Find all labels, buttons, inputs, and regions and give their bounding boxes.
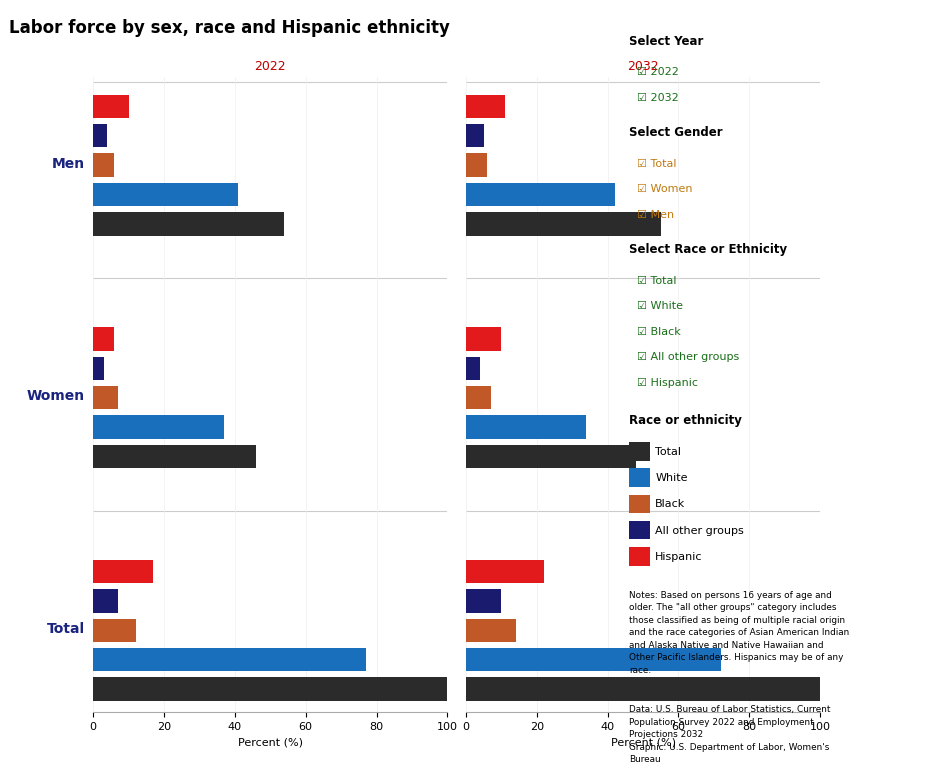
Bar	[466, 618, 515, 642]
Text: ☑ White: ☑ White	[637, 301, 682, 311]
Bar	[466, 589, 501, 613]
Bar	[466, 212, 661, 235]
Text: Notes: Based on persons 16 years of age and
older. The "all other groups" catego: Notes: Based on persons 16 years of age …	[629, 591, 849, 675]
Text: Total: Total	[655, 447, 681, 457]
Bar	[466, 648, 721, 671]
Title: 2022: 2022	[254, 60, 286, 74]
Text: Hispanic: Hispanic	[655, 552, 703, 562]
Bar	[93, 124, 107, 147]
Bar	[466, 560, 544, 584]
Bar	[93, 648, 366, 671]
Bar	[93, 386, 118, 409]
Bar	[466, 327, 501, 351]
Title: 2032: 2032	[627, 60, 659, 74]
X-axis label: Percent (%): Percent (%)	[238, 738, 303, 748]
Text: Select Race or Ethnicity: Select Race or Ethnicity	[629, 243, 788, 256]
Bar	[93, 444, 256, 468]
Bar	[93, 589, 118, 613]
Bar	[466, 124, 484, 147]
Bar	[93, 212, 284, 235]
Bar	[466, 677, 820, 700]
Bar	[466, 153, 487, 176]
Text: ☑ 2022: ☑ 2022	[637, 67, 678, 77]
X-axis label: Percent (%): Percent (%)	[610, 738, 676, 748]
Text: Select Gender: Select Gender	[629, 126, 722, 139]
Bar	[466, 386, 491, 409]
Text: All other groups: All other groups	[655, 526, 744, 536]
Text: ☑ Total: ☑ Total	[637, 159, 676, 169]
Text: ☑ All other groups: ☑ All other groups	[637, 352, 739, 362]
Text: ☑ Hispanic: ☑ Hispanic	[637, 378, 697, 388]
Bar	[466, 357, 480, 380]
Text: Black: Black	[655, 499, 685, 509]
Bar	[93, 618, 136, 642]
Bar	[93, 94, 129, 118]
Bar	[93, 183, 239, 206]
Text: ☑ Total: ☑ Total	[637, 276, 676, 286]
Text: Race or ethnicity: Race or ethnicity	[629, 414, 742, 427]
Text: Data: U.S. Bureau of Labor Statistics, Current
Population Survey 2022 and Employ: Data: U.S. Bureau of Labor Statistics, C…	[629, 705, 830, 764]
Text: ☑ 2032: ☑ 2032	[637, 93, 678, 103]
Text: White: White	[655, 473, 688, 483]
Bar	[93, 677, 447, 700]
Bar	[93, 153, 115, 176]
Bar	[93, 357, 103, 380]
Bar	[93, 416, 225, 439]
Text: ☑ Black: ☑ Black	[637, 327, 680, 337]
Text: Select Year: Select Year	[629, 35, 704, 48]
Bar	[93, 560, 154, 584]
Text: ☑ Men: ☑ Men	[637, 210, 674, 220]
Bar	[466, 94, 505, 118]
Bar	[93, 327, 115, 351]
Bar	[466, 444, 636, 468]
Text: Labor force by sex, race and Hispanic ethnicity: Labor force by sex, race and Hispanic et…	[9, 19, 450, 37]
Bar	[466, 183, 615, 206]
Text: ☑ Women: ☑ Women	[637, 184, 692, 194]
Bar	[466, 416, 586, 439]
